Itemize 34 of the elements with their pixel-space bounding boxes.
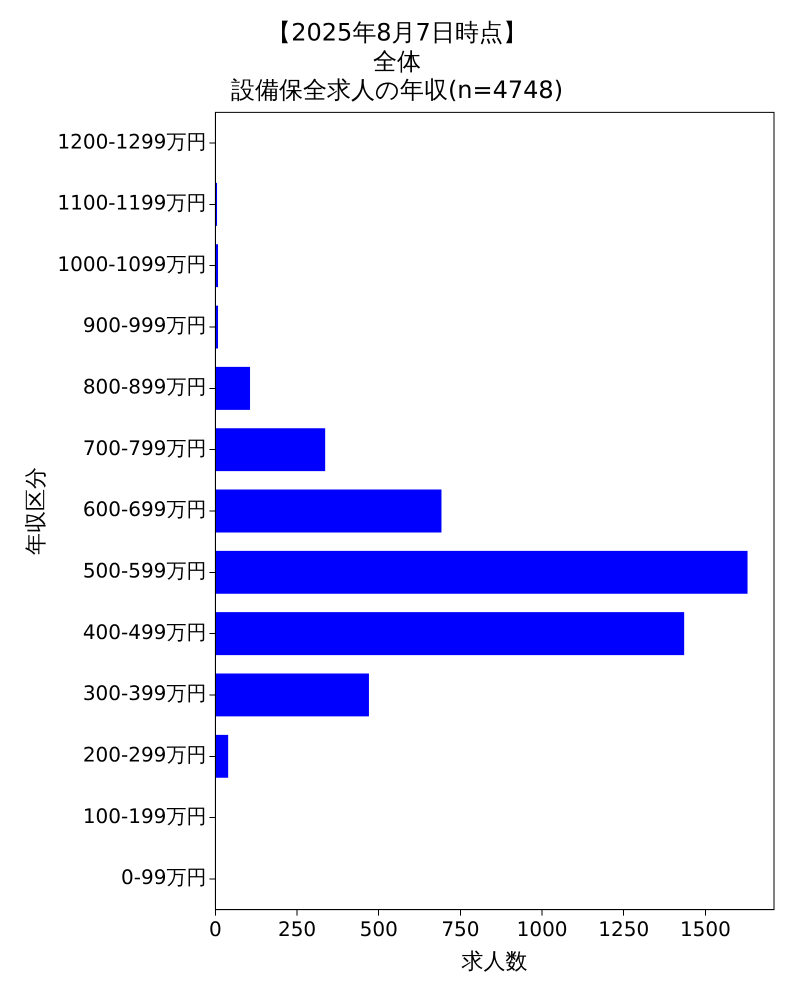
x-tick-label: 250 <box>278 916 316 941</box>
x-tick-label: 750 <box>441 916 480 941</box>
y-tick-label: 200-299万円 <box>82 742 206 766</box>
y-tick-label: 600-699万円 <box>82 497 206 522</box>
y-tick-label: 800-899万円 <box>82 374 206 399</box>
bar <box>216 306 218 348</box>
x-tick-label: 1500 <box>680 916 731 941</box>
y-tick-label: 500-599万円 <box>82 558 206 583</box>
bar <box>216 366 250 410</box>
bar <box>216 244 218 288</box>
bar <box>216 428 326 472</box>
y-tick-label: 100-199万円 <box>82 804 206 828</box>
bar <box>216 550 748 594</box>
y-tick-label: 1200-1299万円 <box>57 129 206 154</box>
bar <box>216 734 228 778</box>
y-tick-label: 1100-1199万円 <box>57 190 206 215</box>
y-axis-title: 年収区分 <box>24 467 49 555</box>
x-axis-title: 求人数 <box>462 950 528 975</box>
bar <box>216 674 369 716</box>
y-tick-label: 300-399万円 <box>82 681 206 706</box>
bar <box>216 490 442 532</box>
text: 設備保全求人の年収(n=4748) <box>230 76 564 104</box>
x-tick-label: 500 <box>360 916 398 941</box>
chart-title: 【2025年8月7日時点】 <box>267 18 527 47</box>
x-tick-label: 0 <box>209 916 222 941</box>
y-tick-label: 900-999万円 <box>82 313 206 338</box>
x-tick-label: 1000 <box>516 916 568 941</box>
bar <box>216 612 684 656</box>
y-tick-label: 700-799万円 <box>82 436 206 460</box>
y-tick-label: 400-499万円 <box>82 620 206 644</box>
y-tick-label: 1000-1099万円 <box>57 252 206 276</box>
y-tick-label: 0-99万円 <box>121 865 206 890</box>
x-tick-label: 1250 <box>598 916 650 941</box>
chart-subtitle: 全体 <box>373 47 421 76</box>
